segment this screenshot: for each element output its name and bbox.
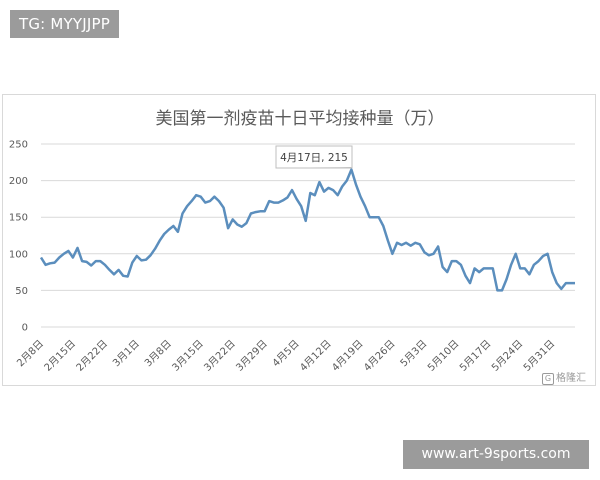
y-tick-label: 0 — [22, 323, 28, 334]
watermark-logo-icon: G — [542, 373, 554, 385]
x-tick-label: 2月22日 — [74, 338, 110, 374]
data-tooltip: 4月17日, 215 — [275, 145, 353, 169]
x-tick-label: 3月1日 — [110, 338, 142, 370]
x-tick-label: 4月12日 — [298, 338, 334, 374]
y-tick-label: 200 — [9, 176, 28, 187]
series-line — [39, 168, 575, 292]
x-tick-label: 5月3日 — [398, 338, 430, 370]
tooltip-text: 4月17日, 215 — [280, 152, 348, 164]
watermark-text: 格隆汇 — [556, 373, 586, 384]
x-tick-label: 5月24日 — [489, 338, 525, 374]
site-url-tag: www.art-9sports.com — [403, 440, 589, 469]
x-tick-label: 2月8日 — [14, 338, 46, 370]
x-tick-label: 3月29日 — [234, 338, 270, 374]
y-tick-label: 100 — [9, 249, 28, 260]
x-tick-label: 4月5日 — [270, 338, 302, 370]
series-group — [39, 168, 575, 292]
y-tick-label: 150 — [9, 213, 28, 224]
x-tick-label: 4月26日 — [361, 338, 397, 374]
x-tick-label: 4月19日 — [329, 338, 365, 374]
grid-lines — [41, 143, 575, 328]
y-tick-label: 250 — [9, 140, 28, 151]
top-tag: TG: MYYJJPP — [10, 10, 120, 38]
x-tick-label: 3月22日 — [202, 338, 238, 374]
x-tick-label: 3月8日 — [142, 338, 174, 370]
watermark: G 格隆汇 — [542, 369, 586, 385]
x-tick-label: 3月15日 — [170, 338, 206, 374]
x-tick-label: 5月10日 — [425, 338, 461, 374]
y-axis-ticks: 0 50 100 150 200 250 — [9, 140, 28, 334]
chart-title: 美国第一剂疫苗十日平均接种量（万） — [155, 109, 445, 129]
tooltip-box — [275, 145, 353, 169]
y-tick-label: 50 — [15, 286, 28, 297]
chart-frame — [2, 94, 596, 386]
x-tick-label: 5月17日 — [457, 338, 493, 374]
x-tick-label: 2月15日 — [42, 338, 78, 374]
